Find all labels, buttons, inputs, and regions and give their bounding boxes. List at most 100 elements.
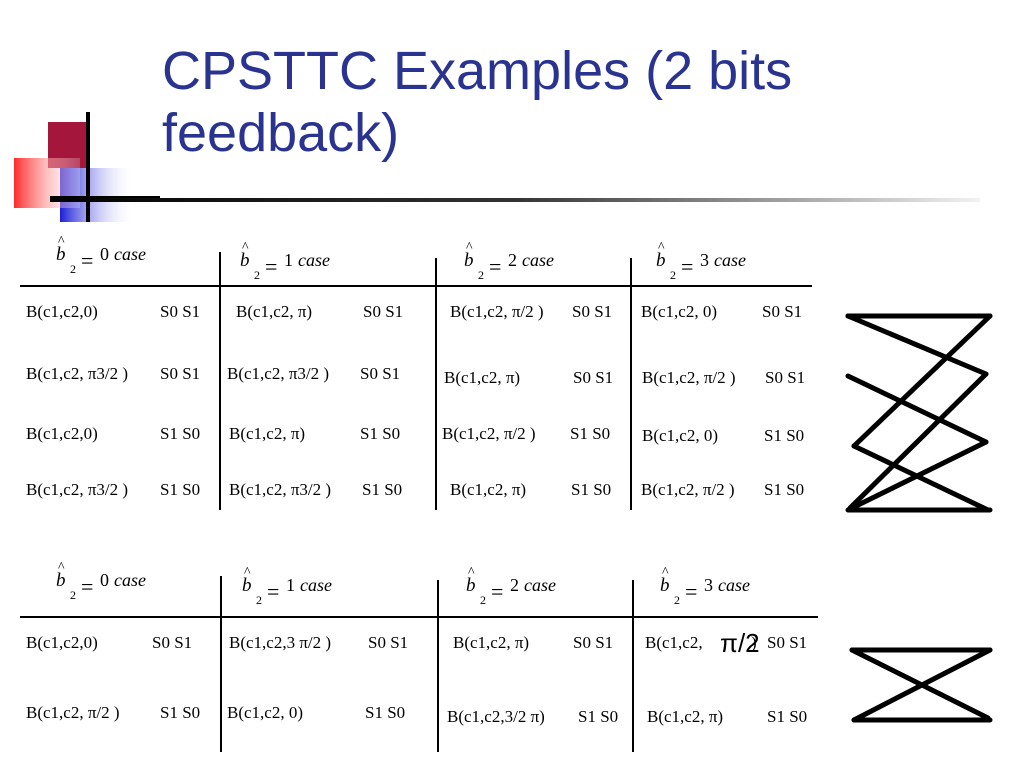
header-symbol: b (240, 250, 250, 271)
header-subscript: 2 (256, 593, 262, 607)
state-cell: S1 S0 (767, 707, 808, 726)
header-case-label: case (718, 575, 750, 595)
header-equals: = (267, 579, 280, 604)
hat-symbol: ^ (658, 240, 665, 255)
header-case-label: case (522, 250, 554, 270)
header-subscript: 2 (254, 268, 260, 282)
header-value: 3 (700, 250, 709, 270)
state-cell: S1 S0 (570, 424, 611, 443)
header-case-label: case (114, 244, 146, 264)
state-mapping-diagram-2 (849, 647, 993, 723)
state-mapping-diagram-1 (845, 313, 993, 513)
beam-cell: B(c1,c2, π) (236, 302, 313, 321)
state-cell: S1 S0 (764, 480, 805, 499)
header-symbol: b (656, 250, 666, 271)
beam-cell: B(c1,c2, π) (229, 424, 306, 443)
beam-cell: B(c1,c2, π/2 ) (642, 368, 736, 387)
header-symbol: b (56, 570, 66, 591)
beam-cell: B(c1,c2, π/2 ) (26, 703, 120, 722)
beam-cell: B(c1,c2, 0) (227, 703, 304, 722)
state-cell: S1 S0 (365, 703, 406, 722)
state-cell: S0 S1 (572, 302, 613, 321)
beam-cell: B(c1,c2, π3/2 ) (26, 364, 129, 383)
header-subscript: 2 (478, 268, 484, 282)
hat-symbol: ^ (466, 240, 473, 255)
beam-cell: B(c1,c2,3/2 π) (447, 707, 545, 726)
beam-cell-large-angle: π/2 (720, 628, 760, 658)
state-cell: S0 S1 (160, 302, 201, 321)
header-symbol: b (56, 244, 66, 265)
header-equals: = (81, 248, 94, 273)
state-cell: S0 S1 (765, 368, 806, 387)
hat-symbol: ^ (58, 560, 65, 575)
beam-cell: B(c1,c2, π) (450, 480, 527, 499)
header-case-label: case (298, 250, 330, 270)
header-symbol: b (660, 575, 670, 596)
header-value: 2 (510, 575, 519, 595)
beam-cell: B(c1,c2, π/2 ) (442, 424, 536, 443)
header-equals: = (489, 254, 502, 279)
beam-cell: B(c1,c2, π3/2 ) (26, 480, 129, 499)
beam-cell: B(c1,c2, (645, 633, 703, 652)
beam-cell: B(c1,c2, 0) (641, 302, 718, 321)
state-cell: S0 S1 (762, 302, 803, 321)
header-subscript: 2 (670, 268, 676, 282)
header-symbol: b (464, 250, 474, 271)
header-case-label: case (524, 575, 556, 595)
header-rule (20, 616, 818, 618)
header-rule (20, 285, 812, 287)
header-equals: = (685, 579, 698, 604)
state-cell: S0 S1 (152, 633, 193, 652)
state-cell: S1 S0 (764, 426, 805, 445)
state-cell: S1 S0 (362, 480, 403, 499)
header-value: 2 (508, 250, 517, 270)
header-equals: = (81, 574, 94, 599)
column-divider (437, 580, 439, 752)
header-subscript: 2 (674, 593, 680, 607)
column-divider (435, 258, 437, 510)
state-cell: S0 S1 (368, 633, 409, 652)
header-subscript: 2 (480, 593, 486, 607)
header-symbol: b (466, 575, 476, 596)
hat-symbol: ^ (244, 565, 251, 580)
header-value: 3 (704, 575, 713, 595)
column-divider (219, 252, 221, 510)
title-divider (50, 198, 980, 202)
header-case-label: case (114, 570, 146, 590)
state-cell: S1 S0 (578, 707, 619, 726)
logo-icon (14, 112, 160, 222)
beam-cell: B(c1,c2, π3/2 ) (229, 480, 332, 499)
state-cell: S0 S1 (573, 368, 614, 387)
header-value: 0 (100, 244, 109, 264)
hat-symbol: ^ (242, 240, 249, 255)
header-case-label: case (714, 250, 746, 270)
hat-symbol: ^ (468, 565, 475, 580)
beam-cell: B(c1,c2, π/2 ) (450, 302, 544, 321)
header-value: 0 (100, 570, 109, 590)
beam-cell-close: ) (751, 633, 757, 652)
header-value: 1 (284, 250, 293, 270)
header-value: 1 (286, 575, 295, 595)
column-divider (632, 580, 634, 752)
state-cell: S0 S1 (767, 633, 808, 652)
header-equals: = (265, 254, 278, 279)
beam-cell: B(c1,c2,0) (26, 302, 98, 321)
beam-cell: B(c1,c2, π) (453, 633, 530, 652)
state-cell: S0 S1 (573, 633, 614, 652)
beam-cell: B(c1,c2, π) (444, 368, 521, 387)
header-case-label: case (300, 575, 332, 595)
hat-symbol: ^ (58, 234, 65, 249)
page-title: CPSTTC Examples (2 bits feedback) (162, 41, 793, 163)
column-divider (220, 576, 222, 752)
state-cell: S1 S0 (360, 424, 401, 443)
column-divider (630, 258, 632, 510)
beam-cell: B(c1,c2,0) (26, 633, 98, 652)
beam-cell: B(c1,c2, π/2 ) (641, 480, 735, 499)
hat-symbol: ^ (662, 565, 669, 580)
header-equals: = (491, 579, 504, 604)
beam-cell: B(c1,c2,3 π/2 ) (229, 633, 332, 652)
beam-cell: B(c1,c2,0) (26, 424, 98, 443)
state-cell: S1 S0 (571, 480, 612, 499)
state-cell: S0 S1 (363, 302, 404, 321)
header-subscript: 2 (70, 588, 76, 602)
